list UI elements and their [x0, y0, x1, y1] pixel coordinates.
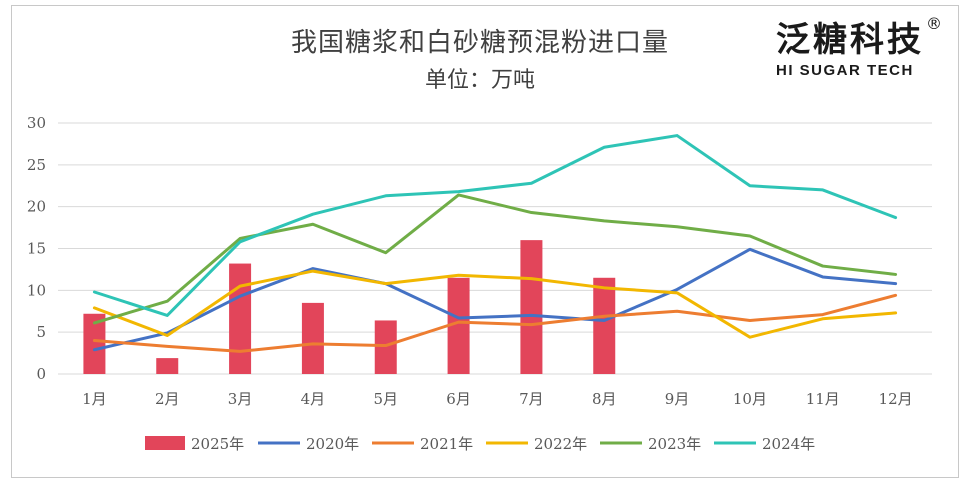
- x-tick-label: 5月: [373, 390, 398, 408]
- legend-swatch-bar: [145, 436, 185, 450]
- x-tick-label: 9月: [665, 390, 690, 408]
- x-tick-label: 11月: [806, 390, 840, 408]
- legend-label: 2024年: [762, 435, 815, 453]
- logo-chinese-text: 泛糖科技: [776, 20, 924, 60]
- legend-label: 2020年: [306, 435, 359, 453]
- x-tick-label: 7月: [519, 390, 544, 408]
- y-tick-label: 25: [27, 156, 46, 174]
- x-tick-label: 10月: [733, 390, 767, 408]
- legend-label: 2025年: [191, 435, 244, 453]
- x-axis-ticks: 1月 2月 3月 4月 5月 6月 7月 8月 9月 10月 11月 12月: [82, 390, 912, 408]
- bar-1: [83, 313, 106, 374]
- x-tick-label: 2月: [155, 390, 180, 408]
- y-tick-label: 20: [27, 198, 46, 216]
- line-series-2024年: [92, 134, 898, 317]
- chart-title: 我国糖浆和白砂糖预混粉进口量: [290, 28, 669, 58]
- brand-logo: 泛糖科技 ® HI SUGAR TECH: [776, 14, 946, 79]
- x-tick-label: 8月: [592, 390, 617, 408]
- y-tick-label: 30: [27, 114, 46, 132]
- x-tick-label: 3月: [228, 390, 253, 408]
- x-tick-label: 6月: [446, 390, 471, 408]
- x-tick-label: 4月: [301, 390, 326, 408]
- y-tick-label: 15: [27, 240, 46, 258]
- registered-mark-icon: ®: [926, 14, 942, 33]
- y-tick-label: 10: [27, 281, 46, 299]
- chart-frame: [11, 5, 959, 478]
- line-series-2022年: [92, 269, 898, 339]
- line-series-2020年: [92, 247, 898, 352]
- bar-8: [593, 277, 616, 374]
- bar-6: [447, 277, 470, 374]
- legend-label: 2021年: [420, 435, 473, 453]
- bar-2: [156, 358, 179, 374]
- y-tick-label: 0: [36, 365, 46, 383]
- chart-subtitle: 单位：万吨: [424, 68, 535, 93]
- legend-label: 2023年: [648, 435, 701, 453]
- bar-4: [301, 302, 324, 374]
- grid-lines: [58, 122, 932, 375]
- legend: 2025年 2020年 2021年 2022年 2023年 2024年: [145, 435, 815, 453]
- bar-series: [83, 240, 616, 374]
- bar-7: [520, 240, 543, 374]
- y-tick-label: 5: [36, 323, 46, 341]
- line-series-2023年: [92, 193, 898, 325]
- legend-label: 2022年: [534, 435, 587, 453]
- y-axis-ticks: 0 5 10 15 20 25 30: [27, 114, 46, 383]
- bar-3: [229, 263, 252, 374]
- x-tick-label: 1月: [82, 390, 107, 408]
- line-series: [92, 134, 898, 353]
- line-series-2021年: [92, 293, 898, 353]
- logo-english-text: HI SUGAR TECH: [776, 62, 914, 79]
- bar-5: [374, 320, 397, 374]
- x-tick-label: 12月: [879, 390, 913, 408]
